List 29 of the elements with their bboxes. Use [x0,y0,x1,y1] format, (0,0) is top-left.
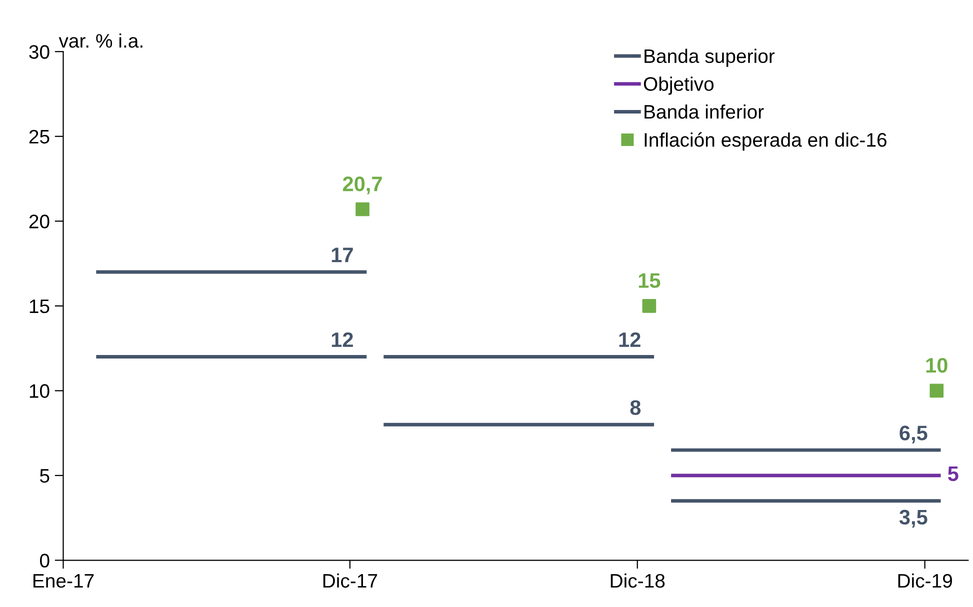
y-tick-label: 25 [29,130,50,144]
data-label: 15 [638,273,660,288]
y-tick-label: 10 [30,384,50,398]
legend-label: Inflación esperada en dic-16 [644,132,886,151]
data-label: 8 [630,400,641,415]
legend-label: Banda inferior [644,104,764,119]
y-tick-label: 15 [30,300,50,314]
y-tick-label: 5 [40,469,50,483]
y-axis-title: var. % i.a. [58,33,142,48]
y-tick-label: 30 [29,45,50,59]
data-label: 20,7 [342,176,382,194]
point [642,299,656,313]
y-tick-label: 20 [29,214,50,228]
y-tick-label: 0 [40,554,50,568]
x-tick-label: Dic-19 [898,573,952,588]
legend-label: Objetivo [644,76,714,95]
data-label: 6,5 [900,426,928,444]
x-tick-label: Ene-17 [33,574,94,588]
point [356,202,370,216]
data-label: 5 [948,466,958,482]
point [930,384,944,398]
data-label: 12 [619,332,640,347]
data-label: 3,5 [899,510,928,528]
data-label: 17 [332,248,353,262]
data-label: 12 [332,332,353,347]
x-tick-label: Dic-18 [610,573,665,588]
x-tick-label: Dic-17 [323,573,378,588]
legend-label: Banda superior [644,48,775,67]
data-label: 10 [926,358,948,373]
